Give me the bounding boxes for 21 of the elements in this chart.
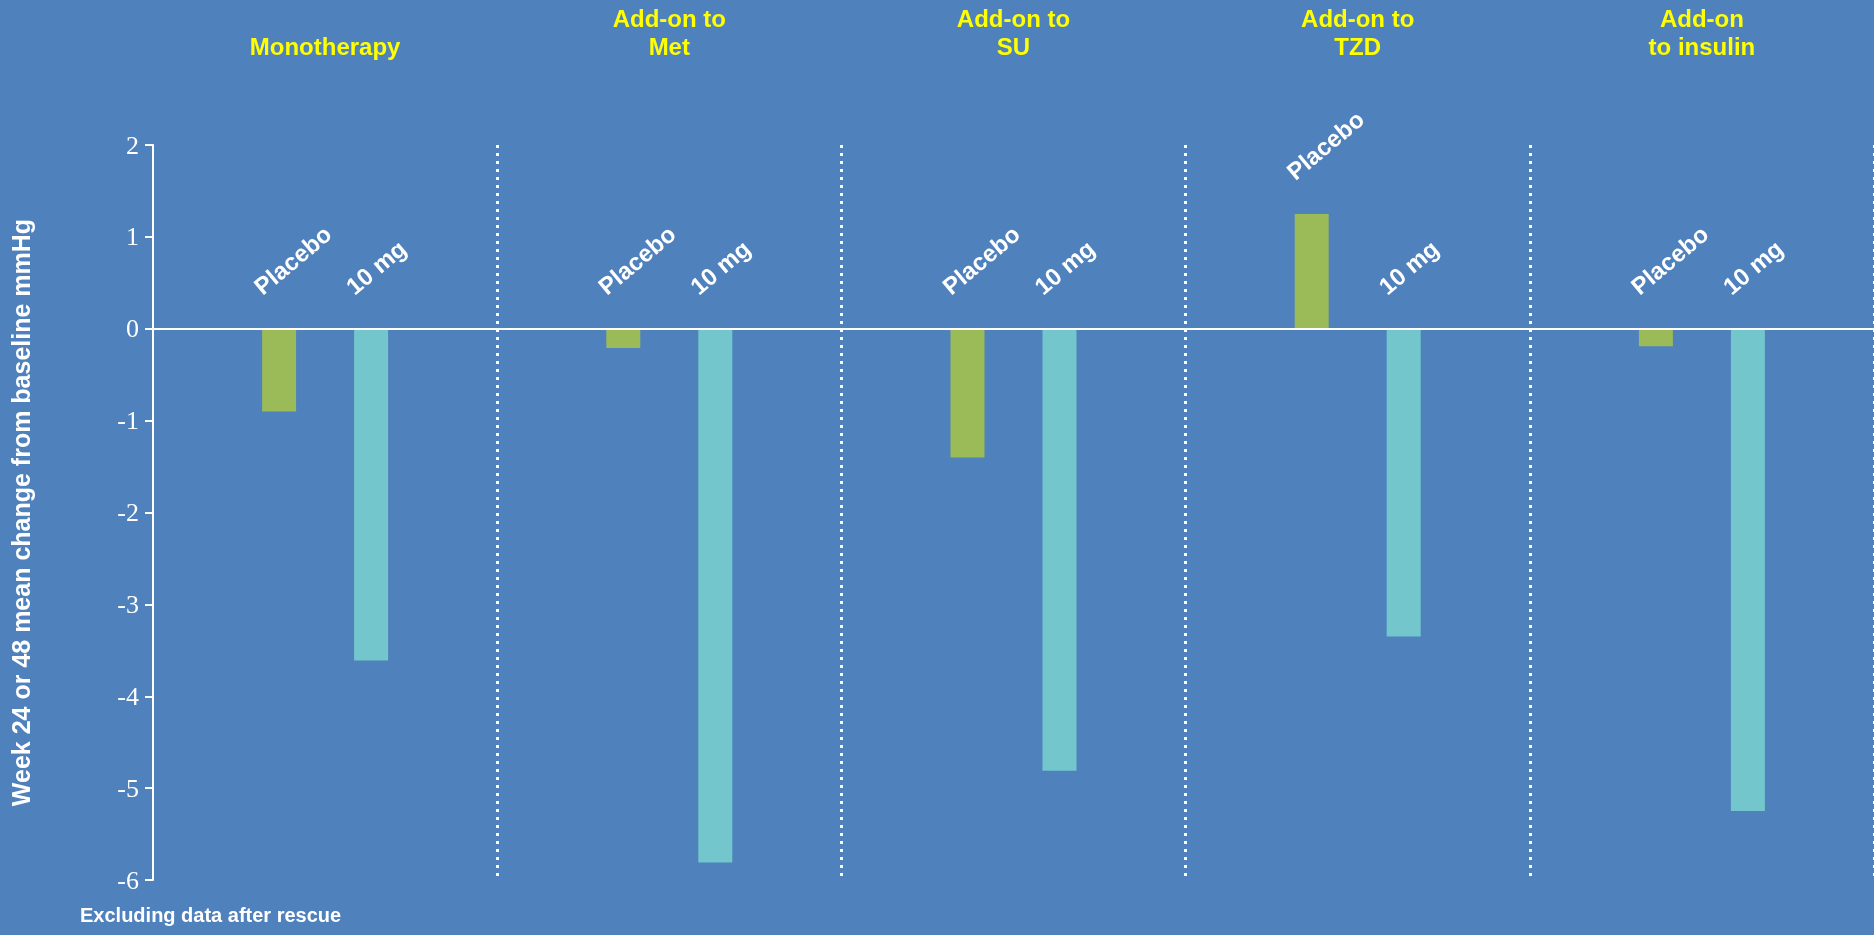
text: 10 mg [684,234,756,300]
x-tick-label: Add-on to Met [612,4,726,60]
text: 10 mg [340,234,412,300]
y-tick-label: -4 [117,681,139,711]
x-tick-label: Add-on to TZD [1301,4,1415,60]
y-tick-label: -1 [117,406,139,436]
text: 10 mg [1717,234,1788,300]
y-tick-label: 0 [126,314,139,344]
y-tick-label: -3 [117,589,139,619]
y-axis-title: Week 24 or 48 mean change from baseline mmHg [6,218,35,807]
y-tick-label: -5 [117,773,139,803]
text: Excluding data after rescue [80,904,342,926]
y-tick-label: 2 [126,130,139,160]
text: 10 mg [1029,234,1100,300]
x-tick-label: Monotherapy [249,32,402,60]
y-tick-label: -2 [117,498,139,527]
y-tick-label: -6 [117,865,139,895]
x-tick-label: Add-on to SU [956,4,1071,60]
text: 10 mg [1373,234,1444,300]
y-tick-label: 1 [126,222,139,252]
x-tick-label: Add-on to insulin [1648,4,1756,60]
